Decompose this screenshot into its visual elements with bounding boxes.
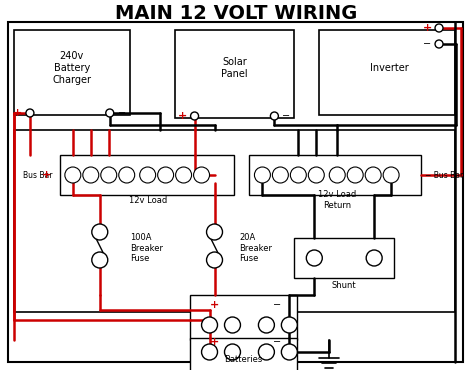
Bar (190, 295, 297, 340)
Circle shape (365, 167, 381, 183)
Circle shape (92, 224, 108, 240)
Text: −: − (118, 108, 126, 118)
Bar (174, 30, 294, 118)
Circle shape (270, 112, 278, 120)
Bar (249, 155, 421, 195)
Text: 240v
Battery
Charger: 240v Battery Charger (52, 51, 91, 85)
Circle shape (258, 317, 274, 333)
Circle shape (258, 344, 274, 360)
Text: −: − (423, 39, 431, 49)
Circle shape (282, 317, 297, 333)
Circle shape (347, 167, 363, 183)
Circle shape (273, 167, 288, 183)
Circle shape (83, 167, 99, 183)
Circle shape (207, 224, 222, 240)
Bar (14, 30, 130, 115)
Circle shape (366, 250, 382, 266)
Text: − Bus Bar: − Bus Bar (425, 171, 463, 179)
Circle shape (435, 40, 443, 48)
Circle shape (308, 167, 324, 183)
Bar (60, 155, 235, 195)
Text: +: + (178, 111, 187, 121)
Circle shape (207, 252, 222, 268)
Text: −: − (273, 337, 282, 347)
Text: 20A
Breaker
Fuse: 20A Breaker Fuse (239, 233, 273, 263)
Circle shape (158, 167, 173, 183)
Circle shape (140, 167, 155, 183)
Circle shape (26, 109, 34, 117)
Text: Solar
Panel: Solar Panel (221, 57, 248, 79)
Circle shape (435, 24, 443, 32)
Circle shape (201, 317, 218, 333)
Circle shape (255, 167, 270, 183)
Bar (294, 238, 394, 278)
Circle shape (282, 344, 297, 360)
Circle shape (191, 112, 199, 120)
Text: 12v Load
Return: 12v Load Return (318, 190, 356, 210)
Circle shape (118, 167, 135, 183)
Circle shape (106, 109, 114, 117)
Circle shape (65, 167, 81, 183)
Circle shape (225, 344, 240, 360)
Circle shape (291, 167, 306, 183)
Circle shape (225, 317, 240, 333)
Text: Shunt: Shunt (332, 280, 356, 289)
Bar (319, 30, 455, 115)
Circle shape (383, 167, 399, 183)
Circle shape (329, 167, 345, 183)
Text: +: + (210, 337, 219, 347)
Text: Bus Bar: Bus Bar (23, 171, 53, 179)
Text: MAIN 12 VOLT WIRING: MAIN 12 VOLT WIRING (115, 3, 358, 23)
Text: −: − (273, 300, 282, 310)
Circle shape (92, 252, 108, 268)
Circle shape (193, 167, 210, 183)
Bar (190, 338, 297, 370)
Circle shape (306, 250, 322, 266)
Text: 12v Load: 12v Load (128, 195, 167, 205)
Text: 100A
Breaker
Fuse: 100A Breaker Fuse (130, 233, 163, 263)
Circle shape (175, 167, 191, 183)
Bar (14, 130, 455, 312)
Text: Batteries: Batteries (224, 356, 263, 364)
Circle shape (201, 344, 218, 360)
Text: +: + (422, 23, 432, 33)
Text: +: + (42, 170, 51, 180)
Text: Inverter: Inverter (370, 63, 409, 73)
Text: +: + (210, 300, 219, 310)
Text: −: − (283, 111, 291, 121)
Text: +: + (13, 108, 23, 118)
Circle shape (101, 167, 117, 183)
